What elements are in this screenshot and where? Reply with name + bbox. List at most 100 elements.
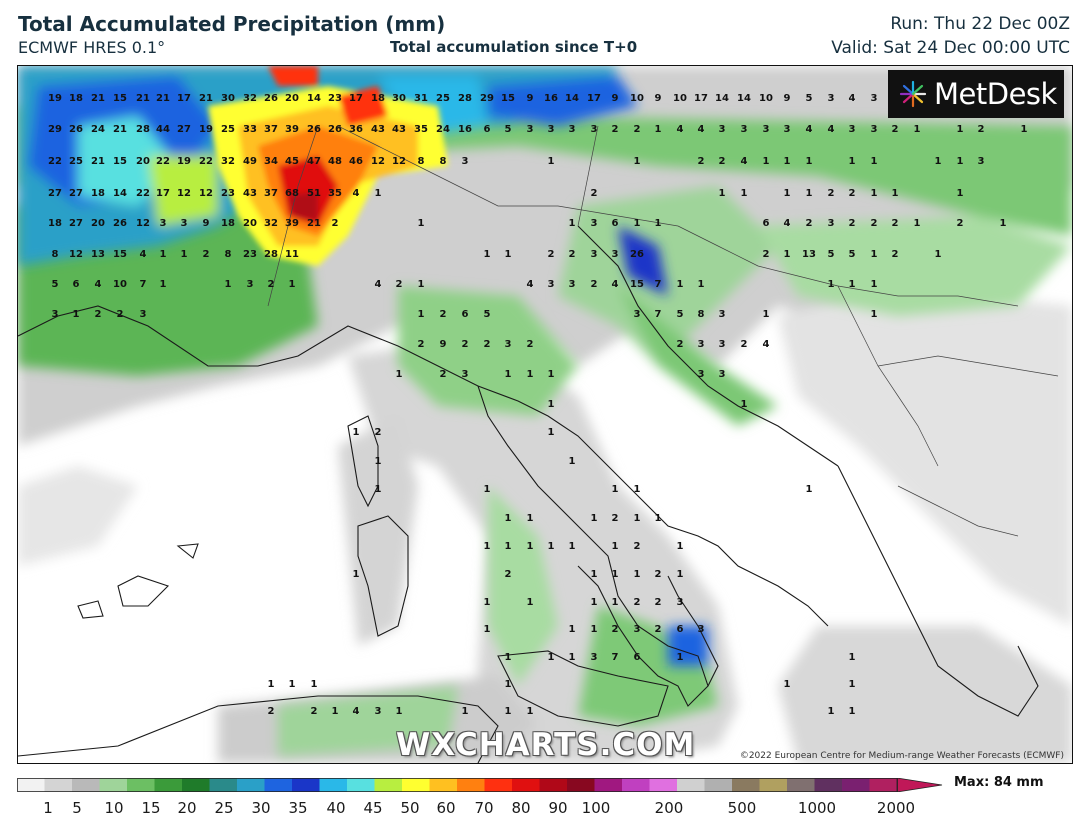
precip-value: 15 xyxy=(113,249,127,260)
precip-value: 1 xyxy=(741,188,748,199)
precip-value: 21 xyxy=(199,93,213,104)
precip-value: 3 xyxy=(719,339,726,350)
precip-value: 2 xyxy=(655,624,662,635)
precip-value: 4 xyxy=(140,249,147,260)
colorbar-cell xyxy=(814,778,843,792)
precip-value: 3 xyxy=(871,124,878,135)
precip-value: 1 xyxy=(569,624,576,635)
precip-value: 8 xyxy=(52,249,59,260)
precip-value: 21 xyxy=(156,93,170,104)
precip-value: 1 xyxy=(160,249,167,260)
precip-value: 21 xyxy=(136,93,150,104)
precip-value: 1 xyxy=(1021,124,1028,135)
precip-value: 1 xyxy=(332,706,339,717)
intense-precip-layer xyxy=(208,66,448,266)
precip-value: 14 xyxy=(307,93,321,104)
precip-value: 1 xyxy=(871,249,878,260)
precip-value: 3 xyxy=(505,339,512,350)
precip-value: 1 xyxy=(527,513,534,524)
legend-tick: 100 xyxy=(581,799,611,817)
precip-value: 1 xyxy=(353,569,360,580)
precip-value: 1 xyxy=(677,541,684,552)
precip-value: 1 xyxy=(784,249,791,260)
precip-value: 2 xyxy=(741,339,748,350)
precip-value: 1 xyxy=(935,156,942,167)
precip-value: 1 xyxy=(634,484,641,495)
precip-value: 9 xyxy=(655,93,662,104)
precip-value: 1 xyxy=(914,124,921,135)
precip-value: 1 xyxy=(527,369,534,380)
colorbar-max-arrow xyxy=(896,778,943,792)
precip-value: 4 xyxy=(677,124,684,135)
precip-value: 15 xyxy=(113,93,127,104)
precip-value: 1 xyxy=(806,156,813,167)
precip-value: 8 xyxy=(418,156,425,167)
legend-tick: 45 xyxy=(363,799,383,817)
precip-value: 10 xyxy=(759,93,773,104)
precip-value: 4 xyxy=(527,279,534,290)
precip-value: 1 xyxy=(892,188,899,199)
precip-value: 1 xyxy=(591,569,598,580)
precip-value: 6 xyxy=(763,218,770,229)
precip-value: 1 xyxy=(548,369,555,380)
precip-value: 6 xyxy=(73,279,80,290)
colorbar-cell xyxy=(264,778,293,792)
precip-value: 1 xyxy=(484,541,491,552)
precip-value: 1 xyxy=(849,156,856,167)
colorbar-cell xyxy=(567,778,595,792)
precip-value: 5 xyxy=(52,279,59,290)
precip-value: 12 xyxy=(69,249,83,260)
max-value: Max: 84 mm xyxy=(954,775,1044,790)
precip-value: 1 xyxy=(655,124,662,135)
precip-value: 6 xyxy=(462,309,469,320)
precip-value: 3 xyxy=(591,652,598,663)
precip-value: 7 xyxy=(655,279,662,290)
precip-value: 13 xyxy=(802,249,816,260)
precip-value: 1 xyxy=(741,399,748,410)
precip-value: 3 xyxy=(698,624,705,635)
precip-value: 3 xyxy=(978,156,985,167)
precip-value: 5 xyxy=(849,249,856,260)
precip-value: 1 xyxy=(505,541,512,552)
colorbar-cell xyxy=(787,778,815,792)
precip-value: 46 xyxy=(349,156,363,167)
precip-value: 2 xyxy=(268,279,275,290)
precip-value: 2 xyxy=(655,597,662,608)
precip-value: 1 xyxy=(289,279,296,290)
precip-value: 4 xyxy=(806,124,813,135)
precipitation-map[interactable]: 19 18 21 15 21 21 17 21 30 32 26 20 14 23 17 18 30 31 25 28… xyxy=(17,65,1073,764)
precip-value: 35 xyxy=(328,188,342,199)
precip-value: 3 xyxy=(462,369,469,380)
precip-value: 2 xyxy=(892,218,899,229)
precip-value: 4 xyxy=(375,279,382,290)
precip-value: 16 xyxy=(458,124,472,135)
precip-value: 3 xyxy=(784,124,791,135)
legend-tick: 2000 xyxy=(876,799,916,817)
precip-value: 3 xyxy=(527,124,534,135)
legend-tick: 80 xyxy=(511,799,531,817)
precip-value: 1 xyxy=(268,679,275,690)
precip-value: 12 xyxy=(136,218,150,229)
precip-value: 1 xyxy=(806,484,813,495)
precip-value: 1 xyxy=(548,427,555,438)
precip-value: 3 xyxy=(871,93,878,104)
colorbar-cell xyxy=(17,778,45,792)
precip-value: 14 xyxy=(715,93,729,104)
precip-value: 12 xyxy=(177,188,191,199)
precip-value: 35 xyxy=(414,124,428,135)
legend-tick: 40 xyxy=(326,799,346,817)
precip-value: 12 xyxy=(199,188,213,199)
precip-value: 2 xyxy=(548,249,555,260)
precip-value: 1 xyxy=(591,624,598,635)
precip-value: 8 xyxy=(698,309,705,320)
precip-value: 17 xyxy=(587,93,601,104)
precip-value: 23 xyxy=(221,188,235,199)
precip-value: 43 xyxy=(392,124,406,135)
precip-value: 1 xyxy=(484,484,491,495)
precip-value: 1 xyxy=(375,456,382,467)
colorbar-cell xyxy=(292,778,320,792)
precip-value: 8 xyxy=(440,156,447,167)
precip-value: 17 xyxy=(694,93,708,104)
precip-value: 1 xyxy=(311,679,318,690)
precip-value: 1 xyxy=(418,309,425,320)
